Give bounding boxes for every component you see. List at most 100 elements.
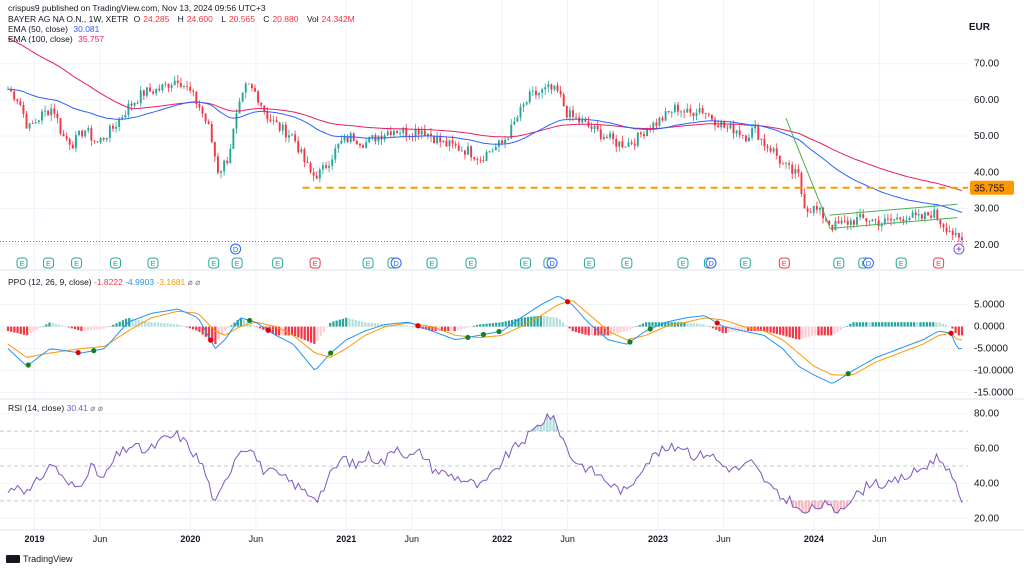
earnings-marker-icon[interactable]: E <box>208 257 220 269</box>
earnings-marker-icon[interactable]: E <box>933 257 945 269</box>
candle-body[interactable] <box>939 219 942 225</box>
candle-body[interactable] <box>612 133 615 139</box>
candle-body[interactable] <box>65 136 68 140</box>
earnings-marker-icon[interactable]: E <box>621 257 633 269</box>
candle-body[interactable] <box>877 220 880 227</box>
candle-body[interactable] <box>108 125 111 138</box>
candle-body[interactable] <box>488 151 491 153</box>
candle-body[interactable] <box>581 120 584 123</box>
candle-body[interactable] <box>331 159 334 166</box>
candle-body[interactable] <box>112 125 114 129</box>
candle-body[interactable] <box>41 111 43 121</box>
candle-body[interactable] <box>902 219 905 222</box>
candle-body[interactable] <box>145 87 148 96</box>
candle-body[interactable] <box>757 125 760 140</box>
candle-body[interactable] <box>90 128 93 141</box>
candle-body[interactable] <box>707 113 710 116</box>
candle-body[interactable] <box>806 208 809 212</box>
candle-body[interactable] <box>287 135 290 138</box>
candle-body[interactable] <box>250 84 253 89</box>
candle-body[interactable] <box>769 147 772 152</box>
candle-body[interactable] <box>497 140 500 147</box>
candle-body[interactable] <box>723 121 726 128</box>
candle-body[interactable] <box>470 146 473 158</box>
candle-body[interactable] <box>318 169 321 179</box>
candle-body[interactable] <box>763 138 766 147</box>
candle-body[interactable] <box>56 113 59 119</box>
candle-body[interactable] <box>365 142 368 148</box>
candle-body[interactable] <box>241 92 244 102</box>
candle-body[interactable] <box>655 122 658 126</box>
candle-body[interactable] <box>189 86 192 91</box>
candle-body[interactable] <box>399 132 402 134</box>
candle-body[interactable] <box>334 148 337 160</box>
candle-body[interactable] <box>417 129 420 135</box>
candle-body[interactable] <box>71 144 74 149</box>
candle-body[interactable] <box>297 141 300 153</box>
candle-body[interactable] <box>127 103 130 115</box>
candle-body[interactable] <box>605 136 608 138</box>
candle-body[interactable] <box>618 141 621 147</box>
earnings-marker-icon[interactable]: E <box>778 257 790 269</box>
candle-body[interactable] <box>819 207 821 210</box>
candle-body[interactable] <box>460 150 463 152</box>
trend-line[interactable] <box>785 117 830 227</box>
candle-body[interactable] <box>142 90 145 96</box>
candle-body[interactable] <box>720 121 723 128</box>
candle-body[interactable] <box>954 232 957 235</box>
candle-body[interactable] <box>402 127 405 133</box>
candle-body[interactable] <box>652 122 655 130</box>
candle-body[interactable] <box>886 218 889 220</box>
candle-body[interactable] <box>633 143 636 146</box>
candle-body[interactable] <box>735 130 738 134</box>
candle-body[interactable] <box>936 209 939 220</box>
candle-body[interactable] <box>760 138 763 140</box>
candle-body[interactable] <box>389 131 392 135</box>
candle-body[interactable] <box>732 124 735 134</box>
candle-body[interactable] <box>19 101 22 106</box>
candle-body[interactable] <box>284 124 287 138</box>
candle-body[interactable] <box>729 124 732 129</box>
candle-body[interactable] <box>266 111 269 120</box>
candle-body[interactable] <box>501 140 503 144</box>
candle-body[interactable] <box>337 143 340 149</box>
earnings-marker-icon[interactable]: E <box>833 257 845 269</box>
dividend-marker-icon[interactable]: D <box>230 243 242 255</box>
candle-body[interactable] <box>914 212 917 216</box>
earnings-marker-icon[interactable]: E <box>16 257 28 269</box>
tradingview-brand[interactable]: TradingView <box>6 554 73 564</box>
candle-body[interactable] <box>748 137 750 142</box>
candle-body[interactable] <box>377 135 380 142</box>
candle-body[interactable] <box>510 124 513 139</box>
candle-body[interactable] <box>430 133 432 137</box>
candle-body[interactable] <box>192 90 195 92</box>
candle-body[interactable] <box>244 83 247 93</box>
candle-body[interactable] <box>281 124 284 131</box>
candle-body[interactable] <box>16 99 19 102</box>
candle-body[interactable] <box>232 128 235 149</box>
earnings-marker-icon[interactable]: E <box>309 257 321 269</box>
candle-body[interactable] <box>315 175 318 179</box>
candle-body[interactable] <box>754 125 757 129</box>
earnings-marker-icon[interactable]: E <box>465 257 477 269</box>
candle-body[interactable] <box>803 193 806 209</box>
candle-body[interactable] <box>541 89 544 93</box>
candle-body[interactable] <box>223 160 226 172</box>
candle-body[interactable] <box>328 165 331 168</box>
candle-body[interactable] <box>272 120 275 122</box>
candle-body[interactable] <box>158 88 161 91</box>
candle-body[interactable] <box>260 102 263 106</box>
candle-body[interactable] <box>467 146 469 155</box>
candle-body[interactable] <box>704 113 707 115</box>
candle-body[interactable] <box>862 214 865 219</box>
candle-body[interactable] <box>578 117 581 123</box>
candle-body[interactable] <box>226 160 229 164</box>
candle-body[interactable] <box>198 103 201 108</box>
candle-body[interactable] <box>59 118 62 134</box>
candle-body[interactable] <box>392 130 395 135</box>
candle-body[interactable] <box>874 219 877 221</box>
candle-body[interactable] <box>809 211 812 213</box>
candle-body[interactable] <box>115 126 118 129</box>
candle-body[interactable] <box>485 151 488 161</box>
candle-body[interactable] <box>133 102 136 106</box>
